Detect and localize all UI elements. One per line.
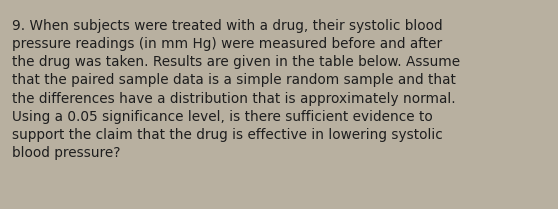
Text: 9. When subjects were treated with a drug, their systolic blood
pressure reading: 9. When subjects were treated with a dru…: [12, 19, 460, 160]
